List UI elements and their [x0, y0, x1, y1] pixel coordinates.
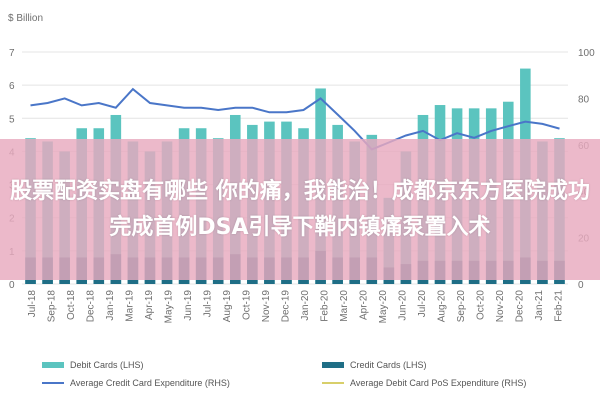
x-tick-label: Jan-20	[300, 290, 311, 321]
x-tick-label: Oct-20	[475, 290, 486, 320]
legend-label: Credit Cards (LHS)	[350, 360, 427, 370]
x-tick-label: Apr-19	[144, 290, 155, 320]
x-tick-label: Jul-19	[202, 290, 213, 318]
right-tick-label: 80	[578, 94, 590, 105]
x-tick-label: Mar-19	[124, 290, 135, 322]
legend: Debit Cards (LHS) Credit Cards (LHS) Avera…	[42, 360, 526, 388]
legend-swatch	[322, 362, 344, 368]
x-tick-label: Sep-20	[456, 290, 467, 323]
credit-card-expenditure-line	[30, 87, 560, 151]
x-tick-label: Jun-20	[397, 290, 408, 321]
legend-swatch	[42, 362, 64, 368]
x-tick-label: Apr-20	[358, 290, 369, 320]
x-tick-label: Feb-21	[553, 290, 564, 322]
overlay-banner-text[interactable]: 股票配资实盘有哪些 你的痛，我能治！成都京东方医院成功完成首例DSA引导下鞘内镇…	[10, 178, 590, 240]
left-tick-label: 6	[9, 81, 15, 92]
x-tick-label: Dec-18	[85, 290, 96, 323]
overlay-banner[interactable]: 股票配资实盘有哪些 你的痛，我能治！成都京东方医院成功完成首例DSA引导下鞘内镇…	[0, 139, 600, 280]
x-tick-label: Sep-18	[46, 290, 57, 323]
x-tick-label: Feb-20	[319, 290, 330, 322]
x-tick-label: Nov-20	[495, 290, 506, 323]
x-tick-label: Nov-19	[261, 290, 272, 323]
left-tick-label: 7	[9, 48, 15, 59]
x-tick-label: Dec-20	[514, 290, 525, 323]
x-tick-label: Oct-19	[241, 290, 252, 320]
line-series	[30, 87, 560, 151]
legend-label: Average Debit Card PoS Expenditure (RHS)	[350, 378, 526, 388]
right-tick-label: 100	[578, 48, 595, 59]
x-tick-label: Mar-20	[339, 290, 350, 322]
legend-label: Debit Cards (LHS)	[70, 360, 144, 370]
x-tick-label: Jul-20	[417, 290, 428, 318]
x-tick-label: Jan-19	[105, 290, 116, 321]
x-tick-label: Aug-20	[436, 290, 447, 323]
right-tick-label: 0	[578, 280, 584, 291]
legend-label: Average Credit Card Expenditure (RHS)	[70, 378, 230, 388]
left-tick-label: 5	[9, 114, 15, 125]
x-tick-label: Aug-19	[222, 290, 233, 323]
x-tick-label: May-19	[163, 290, 174, 324]
left-tick-label: 0	[9, 280, 15, 291]
left-axis-unit: $ Billion	[8, 13, 43, 24]
x-tick-label: Jan-21	[534, 290, 545, 321]
x-tick-label: Dec-19	[280, 290, 291, 323]
x-tick-label: Oct-18	[66, 290, 77, 320]
x-tick-label: May-20	[378, 290, 389, 324]
x-tick-label: Jun-19	[183, 290, 194, 321]
x-axis: Jul-18 Sep-18 Oct-18 Dec-18 Jan-19 Mar-19 Apr-…	[27, 290, 565, 324]
x-tick-label: Jul-18	[27, 290, 38, 318]
